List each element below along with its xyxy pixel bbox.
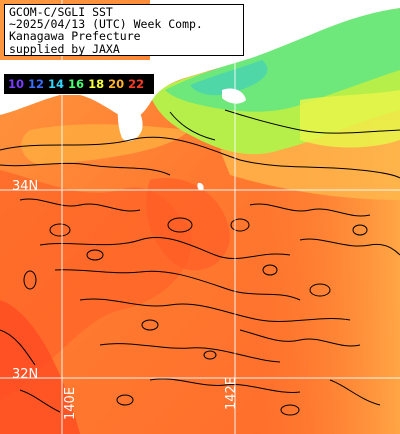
legend-label: 16 xyxy=(68,77,85,91)
legend-label: 12 xyxy=(28,77,45,91)
title-panel: GCOM-C/SGLI SST ~2025/04/13 (UTC) Week C… xyxy=(4,4,244,56)
bay-water xyxy=(190,60,268,96)
title-line-credit: supplied by JAXA xyxy=(9,41,120,56)
warm-zone-west xyxy=(0,170,192,400)
warm-zone-center xyxy=(146,178,230,271)
legend-label: 14 xyxy=(48,77,65,91)
grid-label-32n: 32N xyxy=(12,367,38,382)
sst-contour-eddies xyxy=(23,217,368,416)
title-line-region: Kanagawa Prefecture xyxy=(9,29,141,44)
legend-label: 18 xyxy=(88,77,105,91)
land-izu-peninsula xyxy=(117,100,143,142)
legend-label: 22 xyxy=(128,77,145,91)
sst-contours xyxy=(0,109,400,413)
grid-label-140e: 140E xyxy=(63,387,78,420)
cool-band-north xyxy=(21,124,190,165)
temperature-legend: 10 12 14 16 18 20 22 xyxy=(4,74,154,94)
coastal-water-east xyxy=(300,90,400,148)
title-line-product: GCOM-C/SGLI SST xyxy=(9,5,113,19)
grid-label-142e: 142E xyxy=(224,377,239,410)
land-miura-peninsula xyxy=(222,88,246,104)
warm-zone-southwest xyxy=(0,300,80,434)
island-oshima xyxy=(197,182,204,191)
legend-label: 20 xyxy=(108,77,125,91)
grid-label-34n: 34N xyxy=(12,179,38,194)
title-line-date: ~2025/04/13 (UTC) Week Comp. xyxy=(9,17,203,32)
legend-label: 10 xyxy=(8,77,25,91)
